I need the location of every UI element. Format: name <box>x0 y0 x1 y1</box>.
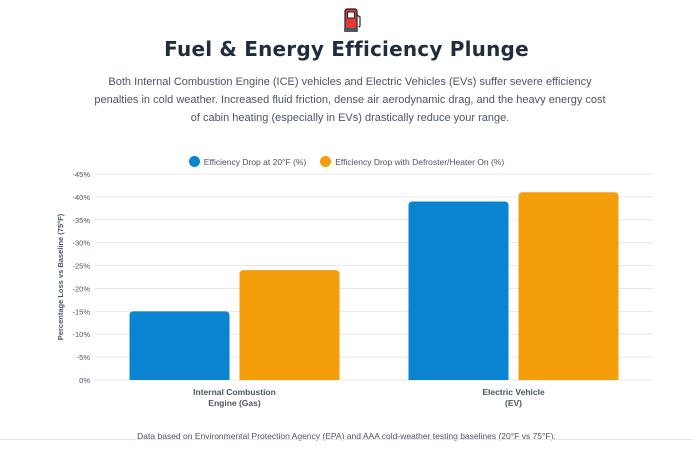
bar-series-1-1 <box>129 311 230 380</box>
page-title: Fuel & Energy Efficiency Plunge <box>164 37 529 61</box>
y-tick-label: -35% <box>72 216 90 225</box>
x-category-label: Internal Combustion <box>193 387 276 397</box>
bar-series-1-2 <box>408 201 509 380</box>
bar-series-2-2 <box>518 192 619 380</box>
y-tick-label: -30% <box>72 239 90 248</box>
data-source-footnote: Data based on Environmental Protection A… <box>137 431 556 441</box>
legend-label-series-2: Efficiency Drop with Defroster/Heater On… <box>335 156 505 167</box>
x-category-label: Engine (Gas) <box>208 398 261 408</box>
legend-item-series-1[interactable]: Efficiency Drop at 20°F (%) <box>188 156 307 167</box>
x-category-label: Electric Vehicle <box>482 387 545 397</box>
bar-chart: 0% -5% -10% -15% -20% -25% -30% -35% -40% -45% Per… <box>56 170 653 408</box>
y-tick-label: -5% <box>77 353 91 362</box>
y-tick-label: -20% <box>72 284 90 293</box>
y-axis-label: Percentage Loss vs Baseline (75°F) <box>56 213 65 340</box>
y-tick-label: -40% <box>72 193 90 202</box>
x-category-label: (EV) <box>505 398 522 408</box>
legend-label-series-1: Efficiency Drop at 20°F (%) <box>203 156 307 167</box>
chart-legend: Efficiency Drop at 20°F (%) Efficiency D… <box>0 156 693 167</box>
y-tick-label: 0% <box>79 376 90 385</box>
fuel-pump-icon <box>344 8 361 32</box>
legend-swatch-series-1 <box>188 156 200 167</box>
divider <box>0 439 693 440</box>
y-tick-label: -25% <box>72 262 90 271</box>
bar-series-2-1 <box>239 270 340 380</box>
legend-item-series-2[interactable]: Efficiency Drop with Defroster/Heater On… <box>320 156 504 167</box>
y-tick-label: -15% <box>72 307 90 316</box>
y-tick-label: -10% <box>72 330 90 339</box>
page-description: Both Internal Combustion Engine (ICE) ve… <box>94 76 606 124</box>
y-tick-label: -45% <box>72 170 90 179</box>
legend-swatch-series-2 <box>320 156 332 167</box>
